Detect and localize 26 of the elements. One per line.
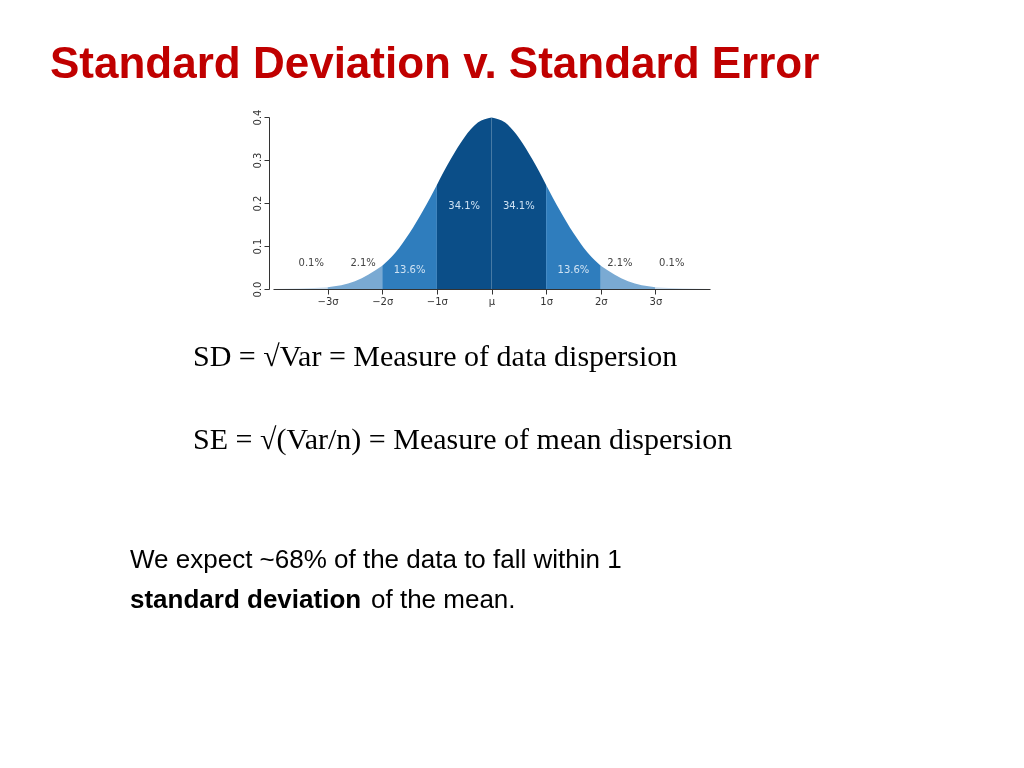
y-tick-label: 0.4	[251, 109, 263, 126]
chart-title: Standard Deviation v. Standard Error	[50, 38, 820, 87]
annotation: 13.6%	[393, 264, 426, 276]
x-tick-label: 3σ	[649, 295, 663, 307]
annotation: 34.1%	[448, 199, 481, 211]
x-tick-label: μ	[488, 295, 496, 307]
annotation: 34.1%	[502, 199, 535, 211]
x-tick-label: −1σ	[426, 295, 449, 307]
annotation: 2.1%	[607, 257, 633, 269]
annotation: 0.1%	[298, 257, 324, 269]
text: SE = √(Var/n) = Measure of mean dispersion	[193, 422, 733, 456]
text: standard deviation	[130, 584, 362, 614]
annotation: 2.1%	[350, 257, 376, 269]
text: We expect ~68% of the data to fall within 1	[130, 544, 622, 574]
x-tick-label: 2σ	[594, 295, 609, 307]
x-tick-label: −2σ	[372, 295, 394, 307]
x-tick-label: −3σ	[317, 295, 340, 307]
y-tick-label: 0.2	[251, 195, 263, 212]
y-tick-label: 0.1	[251, 238, 263, 255]
text: of the mean.	[371, 584, 516, 614]
annotation: 13.6%	[557, 264, 590, 276]
text: SD = √Var = Measure of data dispersion	[193, 339, 678, 372]
x-tick-label: 1σ	[540, 295, 554, 307]
y-tick-label: 0.3	[251, 152, 263, 169]
y-tick-label: 0.0	[251, 281, 263, 298]
annotation: 0.1%	[659, 257, 685, 269]
